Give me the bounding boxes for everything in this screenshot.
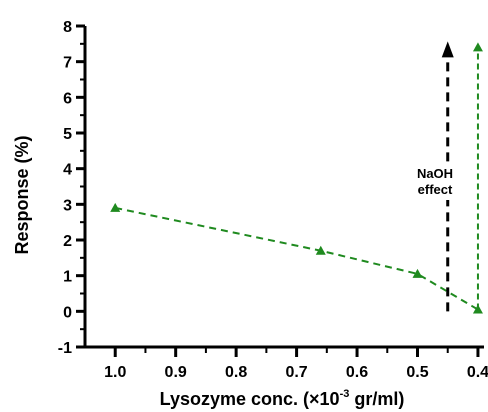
x-ticks: 1.0 0.9 0.8 0.7 0.6 0.5 0.4 bbox=[104, 347, 488, 381]
x-tick-label: 0.9 bbox=[165, 364, 187, 381]
x-axis-label-main: Lysozyme conc. (×10 bbox=[160, 389, 340, 409]
data-point bbox=[412, 268, 423, 278]
annotation-line1: NaOH bbox=[417, 166, 453, 181]
x-axis-label-tail: gr/ml) bbox=[349, 389, 404, 409]
data-point bbox=[315, 245, 326, 255]
series-line bbox=[115, 206, 479, 311]
y-tick-label: 5 bbox=[63, 126, 72, 143]
y-tick-label: 2 bbox=[63, 233, 72, 250]
x-tick-label: 0.6 bbox=[346, 364, 368, 381]
x-tick-label: 0.7 bbox=[285, 364, 307, 381]
naoh-arrow-head bbox=[441, 41, 454, 58]
y-tick-label: 8 bbox=[63, 19, 72, 36]
y-axis-label: Response (%) bbox=[12, 135, 32, 254]
annotation-line2: effect bbox=[418, 182, 453, 197]
y-tick-label: -1 bbox=[58, 340, 72, 357]
x-axis-label-exponent: -3 bbox=[340, 388, 350, 400]
green-arrow-head bbox=[472, 42, 483, 52]
annotation-background bbox=[423, 164, 472, 200]
x-tick-label: 0.8 bbox=[225, 364, 247, 381]
y-tick-label: 4 bbox=[63, 162, 72, 179]
y-ticks: -1 0 1 2 3 4 5 6 7 8 bbox=[58, 19, 85, 357]
y-tick-label: 6 bbox=[63, 90, 72, 107]
series-layer bbox=[110, 202, 483, 314]
x-tick-label: 0.5 bbox=[406, 364, 428, 381]
y-tick-label: 3 bbox=[63, 197, 72, 214]
y-tick-label: 0 bbox=[63, 304, 72, 321]
y-tick-label: 1 bbox=[63, 269, 72, 286]
x-tick-label: 0.4 bbox=[467, 364, 488, 381]
data-point bbox=[110, 202, 121, 212]
arrows-layer bbox=[423, 41, 483, 312]
x-tick-label: 1.0 bbox=[104, 364, 126, 381]
y-tick-label: 7 bbox=[63, 55, 72, 72]
x-axis-label: Lysozyme conc. (×10-3 gr/ml) bbox=[160, 388, 405, 409]
